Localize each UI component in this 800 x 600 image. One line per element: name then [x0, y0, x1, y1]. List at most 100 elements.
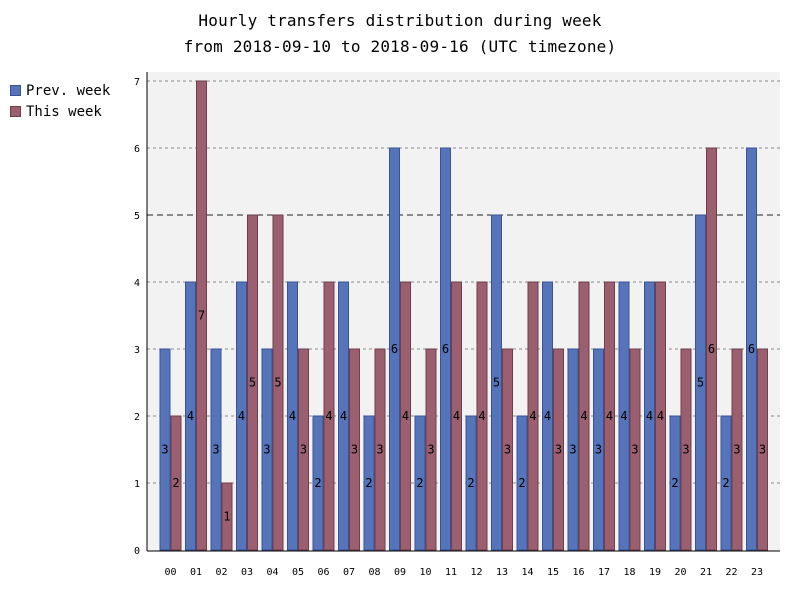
- bar-prev-week: [312, 415, 324, 551]
- bar-prev-week: [236, 281, 247, 551]
- bar-this-week: [527, 281, 539, 551]
- bar-prev-week: [210, 348, 222, 551]
- data-label-prev-week: 4: [340, 409, 347, 423]
- bar-this-week: [680, 348, 692, 551]
- bar-prev-week: [287, 281, 298, 551]
- bar-this-week: [757, 348, 768, 551]
- data-label-this-week: 4: [402, 409, 409, 423]
- bar-prev-week: [185, 281, 196, 551]
- data-label-this-week: 4: [606, 409, 613, 423]
- data-label-this-week: 4: [325, 409, 332, 423]
- y-tick-label: 0: [134, 546, 140, 557]
- x-tick-label: 01: [190, 567, 202, 578]
- bar-prev-week: [567, 348, 579, 551]
- data-label-this-week: 3: [504, 443, 511, 457]
- data-label-this-week: 1: [223, 510, 230, 524]
- data-label-prev-week: 4: [289, 409, 296, 423]
- x-tick-label: 20: [674, 567, 686, 578]
- y-tick-label: 6: [134, 144, 140, 155]
- bar-this-week: [170, 415, 182, 551]
- bar-this-week: [247, 214, 258, 551]
- data-label-prev-week: 2: [314, 476, 321, 490]
- chart-subtitle: from 2018-09-10 to 2018-09-16 (UTC timez…: [183, 37, 617, 56]
- x-tick-label: 18: [623, 567, 635, 578]
- bar-prev-week: [720, 415, 732, 551]
- data-label-this-week: 3: [300, 443, 307, 457]
- bar-this-week: [221, 482, 233, 551]
- bar-prev-week: [338, 281, 349, 551]
- x-tick-label: 11: [445, 567, 457, 578]
- data-label-prev-week: 4: [646, 409, 653, 423]
- bar-prev-week: [516, 415, 528, 551]
- bar-this-week: [655, 281, 666, 551]
- x-tick-label: 13: [496, 567, 508, 578]
- data-label-this-week: 3: [427, 443, 434, 457]
- data-label-prev-week: 6: [748, 342, 755, 356]
- bar-this-week: [604, 281, 615, 551]
- data-label-prev-week: 5: [493, 376, 500, 390]
- data-label-this-week: 4: [657, 409, 664, 423]
- bar-this-week: [425, 348, 437, 551]
- x-tick-label: 19: [649, 567, 661, 578]
- x-tick-label: 17: [598, 567, 610, 578]
- x-tick-label: 04: [266, 567, 278, 578]
- data-label-this-week: 5: [249, 376, 256, 390]
- bar-this-week: [400, 281, 411, 551]
- legend-label-this-week: This week: [26, 103, 102, 120]
- data-label-this-week: 3: [376, 443, 383, 457]
- data-label-this-week: 5: [274, 376, 281, 390]
- data-label-prev-week: 6: [391, 342, 398, 356]
- data-label-prev-week: 2: [671, 476, 678, 490]
- x-tick-label: 07: [343, 567, 355, 578]
- bar-prev-week: [414, 415, 426, 551]
- legend-label-prev-week: Prev. week: [26, 82, 111, 99]
- bar-this-week: [706, 147, 717, 551]
- y-tick-label: 4: [134, 278, 140, 289]
- x-tick-label: 05: [292, 567, 304, 578]
- x-tick-label: 10: [419, 567, 431, 578]
- legend-item-this-week: This week: [10, 101, 110, 122]
- y-tick-label: 3: [134, 345, 140, 356]
- legend-item-prev-week: Prev. week: [10, 80, 110, 101]
- y-tick-label: 7: [134, 77, 140, 88]
- data-label-this-week: 3: [682, 443, 689, 457]
- bar-prev-week: [542, 281, 553, 551]
- bar-this-week: [272, 214, 284, 551]
- data-label-prev-week: 2: [518, 476, 525, 490]
- data-label-prev-week: 3: [263, 443, 270, 457]
- bar-prev-week: [491, 214, 502, 551]
- x-tick-label: 12: [470, 567, 482, 578]
- data-label-prev-week: 4: [544, 409, 551, 423]
- data-label-this-week: 3: [733, 443, 740, 457]
- bar-prev-week: [695, 214, 706, 551]
- x-tick-label: 16: [572, 567, 584, 578]
- data-label-this-week: 4: [580, 409, 587, 423]
- x-tick-label: 09: [394, 567, 406, 578]
- bar-prev-week: [363, 415, 375, 551]
- bar-this-week: [374, 348, 386, 551]
- bar-prev-week: [746, 147, 757, 551]
- bar-prev-week: [159, 348, 171, 551]
- data-label-prev-week: 4: [620, 409, 627, 423]
- data-label-this-week: 7: [198, 309, 205, 323]
- data-label-prev-week: 2: [467, 476, 474, 490]
- bar-prev-week: [465, 415, 477, 551]
- x-tick-label: 23: [751, 567, 763, 578]
- data-label-prev-week: 5: [697, 376, 704, 390]
- data-label-this-week: 4: [478, 409, 485, 423]
- x-tick-label: 15: [547, 567, 559, 578]
- bar-prev-week: [618, 281, 630, 551]
- data-label-this-week: 4: [453, 409, 460, 423]
- bar-this-week: [196, 80, 207, 551]
- y-tick-label: 5: [134, 211, 140, 222]
- bar-this-week: [731, 348, 743, 551]
- bar-this-week: [323, 281, 335, 551]
- bar-this-week: [578, 281, 590, 551]
- bar-this-week: [349, 348, 360, 551]
- bar-prev-week: [389, 147, 400, 551]
- bar-this-week: [502, 348, 513, 551]
- x-tick-label: 21: [700, 567, 712, 578]
- data-label-prev-week: 2: [722, 476, 729, 490]
- bar-prev-week: [644, 281, 655, 551]
- bar-prev-week: [440, 147, 451, 551]
